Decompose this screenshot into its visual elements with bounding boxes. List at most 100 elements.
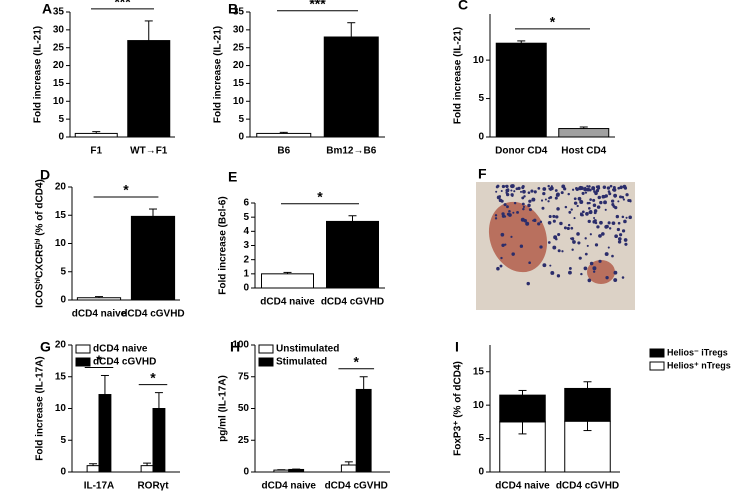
y-tick-label: 0 <box>238 132 244 143</box>
significance: *** <box>309 0 326 11</box>
cell <box>557 232 561 237</box>
y-tick-label: 35 <box>233 7 245 18</box>
cell <box>589 209 593 213</box>
cell <box>623 219 627 224</box>
cell <box>549 264 552 267</box>
cell <box>563 226 567 230</box>
cell <box>537 222 541 226</box>
cell <box>621 215 625 219</box>
y-tick-label: 20 <box>53 60 65 71</box>
cell <box>596 205 601 209</box>
cell <box>556 274 561 278</box>
y-tick-label: 15 <box>55 371 67 382</box>
cell <box>541 206 545 210</box>
cell <box>578 256 582 260</box>
cell <box>539 245 543 249</box>
legend-label: Unstimulated <box>276 344 339 355</box>
cell <box>615 214 620 219</box>
cell <box>613 270 618 275</box>
cell <box>584 252 588 256</box>
y-tick-label: 20 <box>55 340 67 351</box>
cell <box>570 226 574 230</box>
cell <box>547 241 551 244</box>
y-tick-label: 0 <box>60 467 66 478</box>
cell <box>603 200 607 205</box>
cell <box>506 205 509 209</box>
bar <box>86 465 100 473</box>
cell <box>556 192 560 197</box>
cell <box>510 189 513 192</box>
panel-letter: H <box>230 339 240 355</box>
cell <box>577 241 581 245</box>
y-axis-label: FoxP3⁺ (% of dCD4) <box>453 361 464 456</box>
cell <box>523 195 526 198</box>
y-axis-label: Fold increase (IL-17A) <box>35 356 46 460</box>
y-tick-label: 25 <box>233 42 245 53</box>
y-tick-label: 15 <box>473 366 485 377</box>
y-tick-label: 30 <box>233 24 245 35</box>
cell <box>495 190 498 193</box>
legend-swatch <box>649 361 665 371</box>
cell <box>625 216 628 219</box>
bar <box>98 394 112 473</box>
cell <box>604 252 609 257</box>
cell <box>576 204 579 208</box>
significance: * <box>550 14 556 30</box>
bar <box>261 273 314 289</box>
cell <box>622 198 626 201</box>
cell <box>505 188 510 193</box>
cell <box>561 185 564 188</box>
cell <box>528 199 532 203</box>
cell <box>547 200 550 203</box>
cell <box>527 191 531 195</box>
cell <box>528 208 532 212</box>
significance: * <box>150 369 156 385</box>
y-tick-label: 5 <box>238 114 244 125</box>
cell <box>608 227 612 230</box>
x-tick-label: dCD4 naive <box>260 297 315 308</box>
x-tick-label: dCD4 naive <box>72 309 127 320</box>
legend-swatch <box>258 357 274 367</box>
y-tick-label: 15 <box>53 78 65 89</box>
y-tick-label: 20 <box>55 182 67 193</box>
significance: * <box>123 182 129 198</box>
cell <box>570 237 575 241</box>
y-tick-label: 100 <box>232 340 249 351</box>
cell <box>594 243 599 247</box>
cell <box>592 270 596 273</box>
x-tick-label: dCD4 cGVHD <box>121 309 184 320</box>
cell <box>619 233 623 237</box>
cell <box>513 190 516 193</box>
cell <box>588 207 591 210</box>
legend-label: Helios⁺ nTregs <box>667 360 731 370</box>
cell <box>614 234 618 239</box>
y-tick-label: 75 <box>238 371 250 382</box>
cell <box>501 212 505 216</box>
y-tick-label: 20 <box>233 60 245 71</box>
cell <box>494 214 498 217</box>
panel-letter: E <box>228 169 237 185</box>
cell <box>595 188 600 193</box>
x-tick-label: Donor CD4 <box>495 146 548 157</box>
panel-letter: I <box>455 339 459 355</box>
y-tick-label: 5 <box>478 93 484 104</box>
cell <box>606 186 611 190</box>
cell <box>549 188 552 191</box>
cell <box>610 199 615 203</box>
bar <box>140 465 154 473</box>
cell <box>581 191 585 195</box>
y-tick-label: 0 <box>243 283 249 294</box>
cell <box>533 190 537 194</box>
cell <box>500 232 505 237</box>
cell <box>548 214 552 219</box>
cell <box>594 191 598 196</box>
y-tick-label: 0 <box>60 295 66 306</box>
cell <box>628 215 632 220</box>
cell <box>554 189 558 192</box>
cell <box>617 221 621 225</box>
cell <box>566 226 570 231</box>
legend-swatch <box>649 348 665 358</box>
x-tick-label: Host CD4 <box>561 146 606 157</box>
cell <box>592 266 597 271</box>
cell <box>613 278 618 283</box>
